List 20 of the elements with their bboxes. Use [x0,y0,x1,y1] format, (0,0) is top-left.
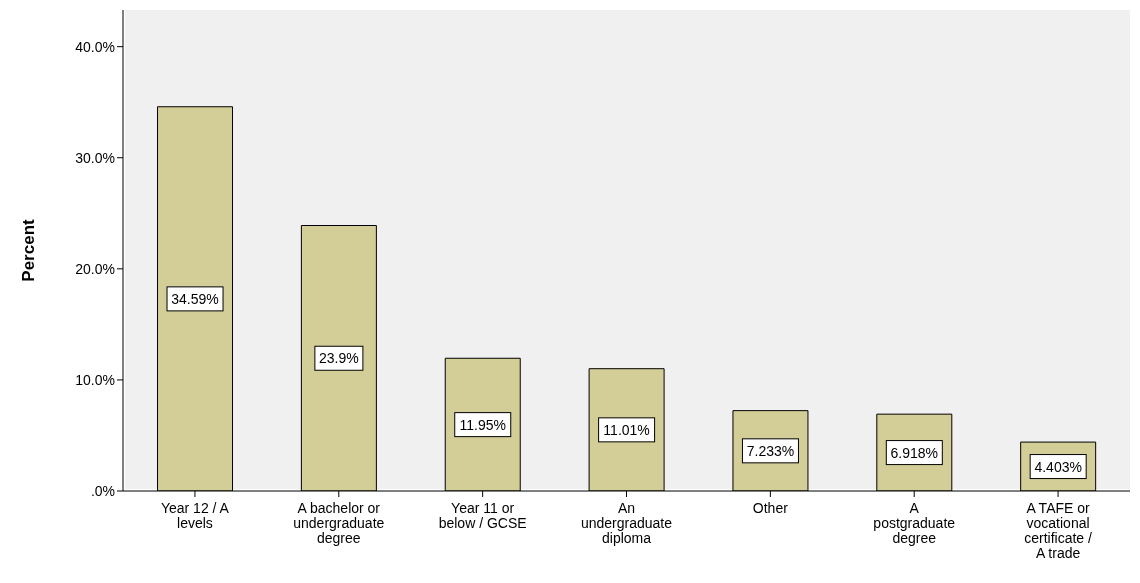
y-tick-label: 40.0% [75,38,115,55]
data-label: 34.59% [171,290,219,307]
y-axis-title: Percent [19,218,39,282]
x-tick-label: Year 12 / A levels [160,500,230,531]
data-label: 6.918% [890,444,939,461]
data-label: 4.403% [1034,458,1082,475]
data-label: 11.01% [603,421,650,438]
x-tick-label: An undergraduate diploma [580,500,673,546]
x-tick-label: A postgraduate degree [873,500,956,546]
y-tick-label: 10.0% [75,371,115,388]
x-tick-label: Other [752,500,789,516]
data-label: 23.9% [319,350,359,367]
x-tick-label: A bachelor or undergraduate degree [293,500,385,546]
data-label: 7.233% [746,442,795,459]
y-tick-label: .0% [90,482,115,499]
y-tick-label: 20.0% [75,260,115,277]
y-tick-label: 30.0% [75,149,115,166]
x-tick-label: Year 11 or below / GCSE [438,500,527,531]
x-tick-label: A TAFE or vocational certificate / A trade [1024,500,1093,561]
data-label: 11.95% [459,416,506,433]
